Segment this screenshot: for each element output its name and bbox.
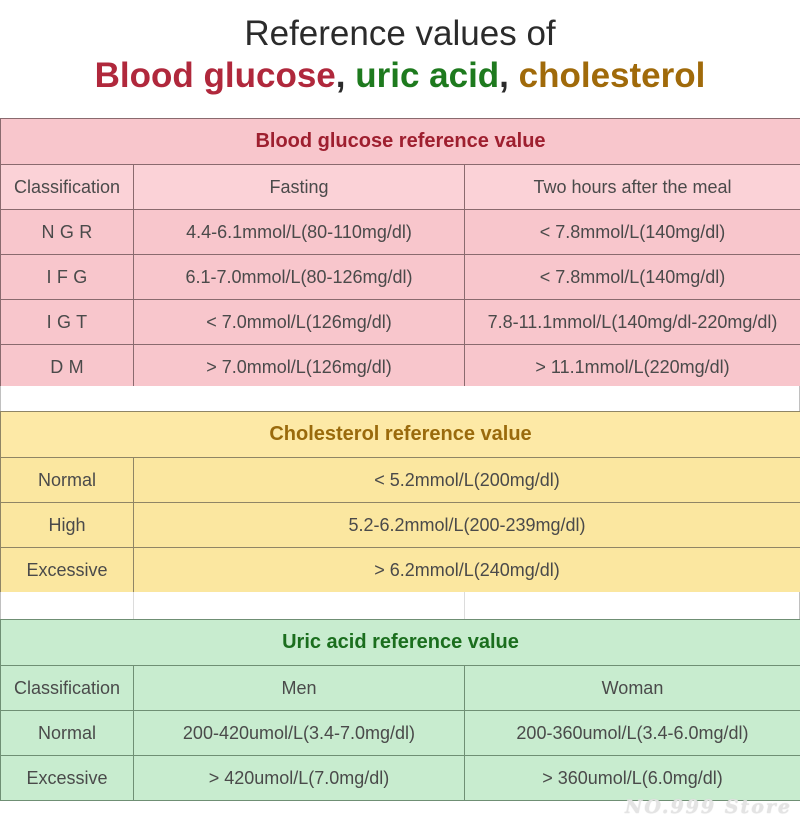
uric-acid-table: Uric acid reference value Classification… (0, 619, 800, 801)
section-spacer (0, 592, 800, 619)
column-header: Men (133, 665, 465, 711)
table-row: N G R 4.4-6.1mmol/L(80-110mg/dl) < 7.8mm… (0, 209, 800, 255)
classification-cell: Excessive (0, 755, 134, 801)
value-cell: < 7.8mmol/L(140mg/dl) (463, 209, 800, 255)
column-header: Two hours after the meal (463, 164, 800, 210)
value-cell: < 5.2mmol/L(200mg/dl) (133, 457, 800, 503)
divider (464, 592, 465, 619)
subtitle-cholesterol: cholesterol (518, 56, 706, 95)
cholesterol-table: Cholesterol reference value Normal < 5.2… (0, 411, 800, 593)
table-row: Excessive > 6.2mmol/L(240mg/dl) (0, 547, 800, 593)
divider (133, 592, 134, 619)
value-cell: > 11.1mmol/L(220mg/dl) (463, 344, 800, 390)
value-cell: > 6.2mmol/L(240mg/dl) (133, 547, 800, 593)
value-cell: < 7.0mmol/L(126mg/dl) (133, 299, 465, 345)
value-cell: < 7.8mmol/L(140mg/dl) (463, 254, 800, 300)
table-row: I G T < 7.0mmol/L(126mg/dl) 7.8-11.1mmol… (0, 299, 800, 345)
value-cell: > 360umol/L(6.0mg/dl) (464, 755, 800, 801)
subtitle-separator: , (335, 56, 356, 95)
classification-cell: N G R (0, 209, 134, 255)
subtitle-separator: , (499, 56, 519, 95)
table-header-row: Classification Men Woman (0, 665, 800, 711)
table-row: High 5.2-6.2mmol/L(200-239mg/dl) (0, 502, 800, 548)
table-row: D M > 7.0mmol/L(126mg/dl) > 11.1mmol/L(2… (0, 344, 800, 390)
blood-glucose-table: Blood glucose reference value Classifica… (0, 118, 800, 390)
value-cell: 7.8-11.1mmol/L(140mg/dl-220mg/dl) (463, 299, 800, 345)
column-header: Classification (0, 164, 134, 210)
table-header-row: Classification Fasting Two hours after t… (0, 164, 800, 210)
classification-cell: High (0, 502, 134, 548)
table-row: Excessive > 420umol/L(7.0mg/dl) > 360umo… (0, 755, 800, 801)
table-title: Cholesterol reference value (0, 411, 800, 458)
value-cell: 4.4-6.1mmol/L(80-110mg/dl) (133, 209, 465, 255)
classification-cell: Normal (0, 457, 134, 503)
table-title: Blood glucose reference value (0, 118, 800, 165)
table-row: Normal 200-420umol/L(3.4-7.0mg/dl) 200-3… (0, 710, 800, 756)
value-cell: 200-420umol/L(3.4-7.0mg/dl) (133, 710, 465, 756)
page-title: Reference values of (244, 14, 556, 53)
classification-cell: I F G (0, 254, 134, 300)
table-row: I F G 6.1-7.0mmol/L(80-126mg/dl) < 7.8mm… (0, 254, 800, 300)
classification-cell: D M (0, 344, 134, 390)
section-spacer (0, 386, 800, 411)
table-row: Normal < 5.2mmol/L(200mg/dl) (0, 457, 800, 503)
value-cell: > 7.0mmol/L(126mg/dl) (133, 344, 465, 390)
subtitle-glucose: Blood glucose (94, 56, 336, 95)
classification-cell: I G T (0, 299, 134, 345)
classification-cell: Excessive (0, 547, 134, 593)
subtitle-uric-acid: uric acid (355, 56, 500, 95)
value-cell: 6.1-7.0mmol/L(80-126mg/dl) (133, 254, 465, 300)
column-header: Fasting (133, 164, 465, 210)
value-cell: 200-360umol/L(3.4-6.0mg/dl) (464, 710, 800, 756)
column-header: Woman (464, 665, 800, 711)
value-cell: > 420umol/L(7.0mg/dl) (133, 755, 465, 801)
column-header: Classification (0, 665, 134, 711)
classification-cell: Normal (0, 710, 134, 756)
value-cell: 5.2-6.2mmol/L(200-239mg/dl) (133, 502, 800, 548)
table-title: Uric acid reference value (0, 619, 800, 666)
store-watermark: NO.999 Store (625, 796, 792, 818)
page-subtitle: Blood glucose, uric acid, cholesterol (0, 56, 800, 96)
